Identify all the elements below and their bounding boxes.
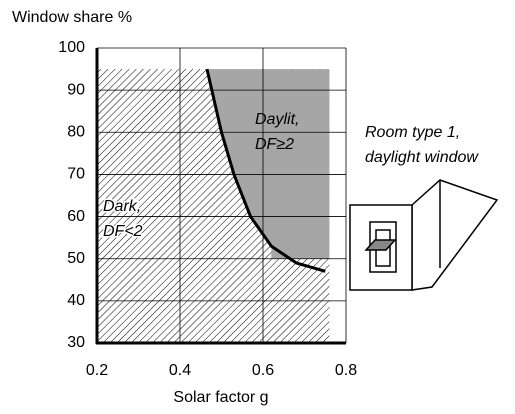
room-outline bbox=[411, 179, 499, 291]
y-tick-label: 100 bbox=[58, 39, 85, 56]
line bbox=[205, 68, 326, 273]
x-tick-label: 0.8 bbox=[335, 362, 357, 379]
y-tick-label: 40 bbox=[67, 292, 85, 309]
region-label: DF≥2 bbox=[255, 136, 294, 153]
y-tick-label: 70 bbox=[67, 166, 85, 183]
annotation: Room type 1, bbox=[365, 124, 460, 141]
y-tick-label: 60 bbox=[67, 208, 85, 225]
region-label: Dark, bbox=[103, 198, 141, 215]
x-tick-label: 0.4 bbox=[169, 362, 191, 379]
region-label: DF<2 bbox=[103, 223, 143, 240]
y-tick-label: 30 bbox=[67, 334, 85, 351]
annotation: daylight window bbox=[365, 149, 479, 166]
y-tick-label: 80 bbox=[67, 124, 85, 141]
room-diagram bbox=[349, 179, 499, 291]
x-tick-label: 0.2 bbox=[86, 362, 108, 379]
y-tick-label: 50 bbox=[67, 250, 85, 267]
x-tick-label: 0.6 bbox=[252, 362, 274, 379]
y-axis-label: Window share % bbox=[12, 9, 132, 26]
region bbox=[206, 69, 330, 259]
region-label: Daylit, bbox=[255, 111, 299, 128]
plot-area: 30 40 50 60 70 80 90 100 0.2 0.4 0.6 0.8 Dark, DF<2 Da… bbox=[58, 39, 357, 379]
window-light bbox=[364, 239, 397, 251]
y-tick-label: 90 bbox=[67, 81, 85, 98]
x-axis-label: Solar factor g bbox=[173, 389, 268, 406]
